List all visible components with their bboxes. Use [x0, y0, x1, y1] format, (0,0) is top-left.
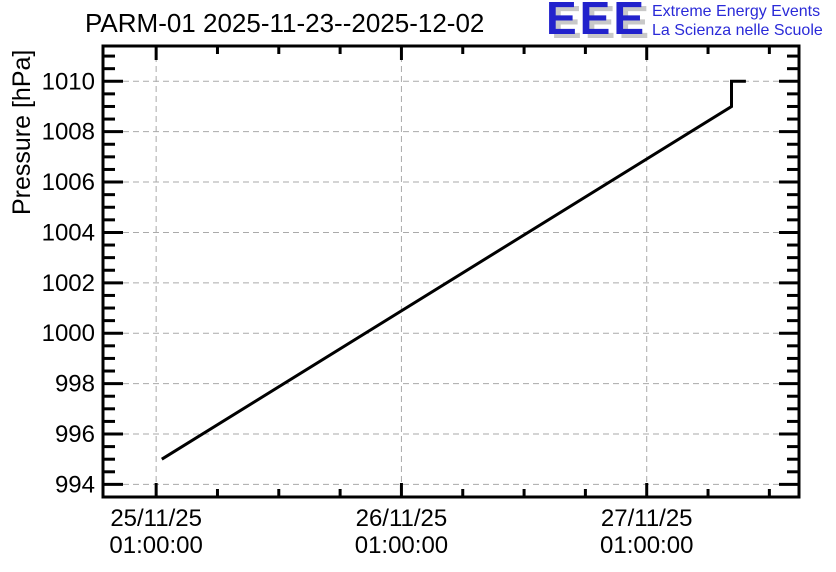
x-tick-label-time: 01:00:00	[600, 532, 693, 559]
chart-title: PARM-01 2025-11-23--2025-12-02	[85, 8, 485, 38]
x-tick-label-time: 01:00:00	[355, 532, 448, 559]
y-tick-label: 1004	[42, 219, 95, 246]
y-tick-label: 1000	[42, 320, 95, 347]
x-tick-label-date: 26/11/25	[356, 505, 448, 532]
y-tick-label: 1002	[42, 270, 95, 297]
y-tick-label: 1006	[42, 169, 95, 196]
y-tick-label: 996	[55, 421, 95, 448]
x-tick-label-date: 25/11/25	[110, 505, 202, 532]
eee-logo-tagline-line1: Extreme Energy Events	[652, 3, 821, 20]
y-tick-label: 994	[55, 471, 95, 498]
y-tick-label: 1008	[42, 119, 95, 146]
eee-logo-acronym: EEE	[546, 0, 648, 44]
eee-logo-tagline-line2: La Scienza nelle Scuole	[652, 22, 823, 39]
pressure-line	[161, 79, 746, 461]
x-tick-label-date: 27/11/25	[601, 505, 693, 532]
x-tick-label-time: 01:00:00	[109, 532, 202, 559]
eee-logo-tagline: Extreme Energy Events La Scienza nelle S…	[652, 2, 823, 40]
y-axis-title: Pressure [hPa]	[8, 50, 36, 215]
y-tick-label: 998	[55, 371, 95, 398]
y-tick-label: 1010	[42, 68, 95, 95]
